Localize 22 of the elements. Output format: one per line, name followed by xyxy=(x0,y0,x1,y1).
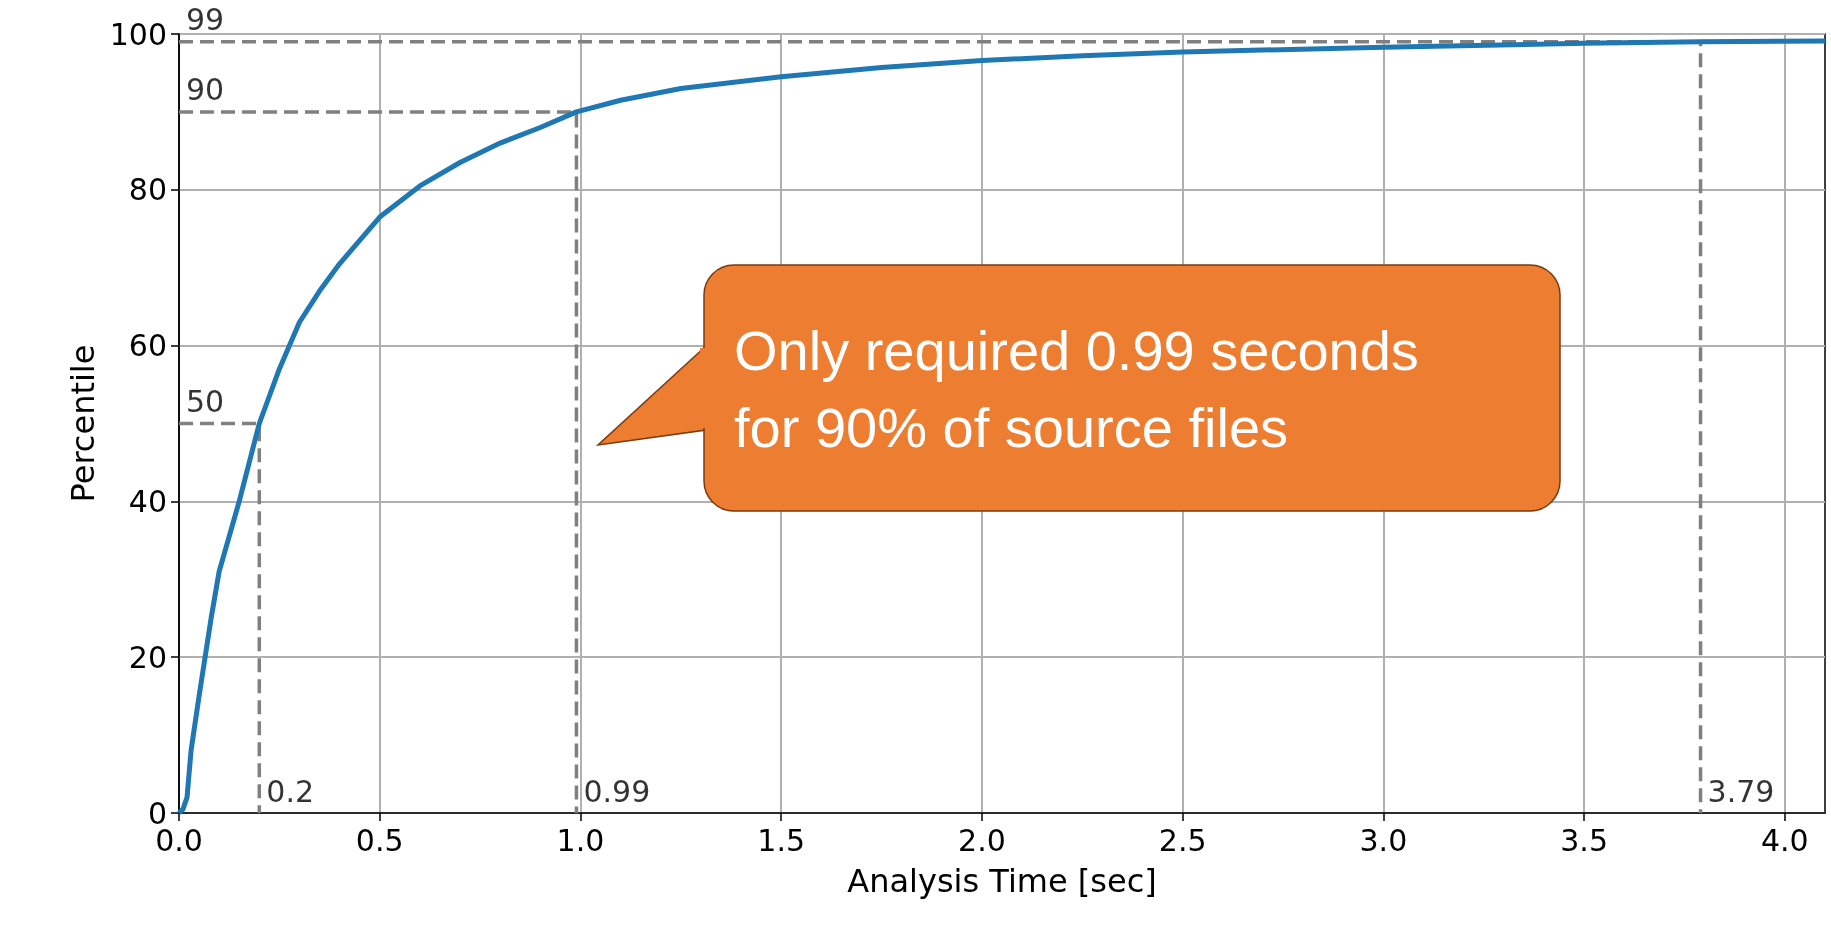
x-axis-title: Analysis Time [sec] xyxy=(847,862,1157,900)
x-tick-label: 3.0 xyxy=(1359,822,1408,858)
annotation: 0.2 xyxy=(266,773,315,809)
x-tick-label: 1.5 xyxy=(757,822,806,858)
x-tick-label: 2.5 xyxy=(1158,822,1207,858)
x-tick-label: 4.0 xyxy=(1760,822,1809,858)
y-tick-label: 80 xyxy=(128,172,167,208)
x-tick-label: 3.5 xyxy=(1560,822,1608,858)
annotation: 0.99 xyxy=(583,773,651,809)
annotation: Only required 0.99 seconds for 90% of source files xyxy=(734,318,1419,461)
y-tick-label: 100 xyxy=(109,16,167,52)
x-tick-label: 2.0 xyxy=(958,822,1006,858)
x-tick-label: 0.5 xyxy=(355,822,404,858)
y-tick-label: 40 xyxy=(128,483,167,519)
x-tick-label: 1.0 xyxy=(556,822,605,858)
y-axis-title: Percentile xyxy=(63,344,102,503)
annotation: 99 xyxy=(186,2,225,38)
y-tick-label: 60 xyxy=(128,328,167,364)
y-tick-label: 20 xyxy=(128,639,167,675)
annotation: 90 xyxy=(186,72,225,108)
annotation: 3.79 xyxy=(1707,773,1775,809)
annotation: 50 xyxy=(186,384,225,419)
